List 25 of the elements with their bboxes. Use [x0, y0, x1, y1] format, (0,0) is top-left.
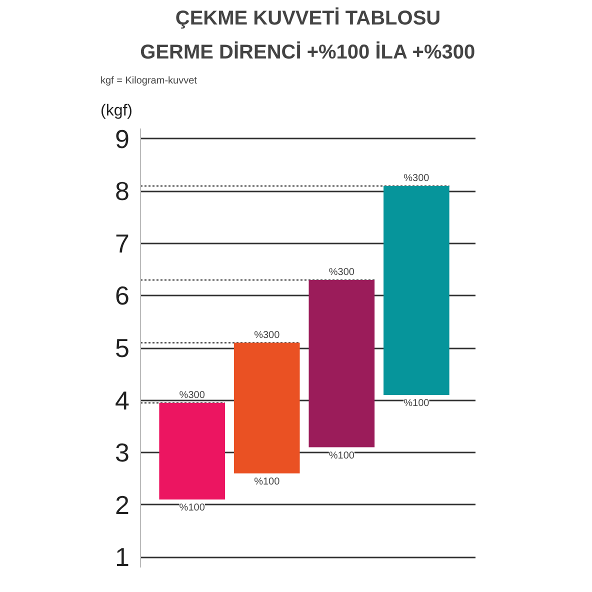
- y-tick-label: 7: [115, 228, 130, 258]
- y-tick-label: 9: [115, 124, 130, 154]
- annotation: %100: [404, 398, 430, 410]
- bar: [234, 342, 300, 474]
- y-tick-label: 8: [115, 176, 130, 206]
- y-tick-label: 4: [115, 385, 130, 416]
- annotation: %100: [179, 502, 206, 514]
- chart-subtitle: GERME DİRENCİ +%100 İLA +%300: [140, 40, 476, 64]
- y-tick-label: 2: [115, 490, 130, 520]
- bar: [159, 402, 225, 500]
- annotation: %300: [328, 267, 355, 278]
- y-tick-label: 5: [115, 333, 130, 363]
- y-tick-label: 1: [115, 542, 130, 572]
- bar: [384, 186, 450, 396]
- y-axis-title: (kgf): [100, 102, 132, 120]
- y-tick-label: 3: [115, 438, 130, 468]
- annotation: %100: [254, 476, 280, 488]
- annotation: %300: [254, 330, 280, 341]
- chart-title: ÇEKME KUVVETİ TABLOSU: [175, 6, 441, 30]
- annotation: %300: [179, 390, 206, 401]
- y-tick-label: 6: [115, 280, 130, 311]
- annotation: %100: [328, 450, 355, 462]
- annotation: %300: [404, 172, 430, 184]
- bar: [308, 280, 375, 448]
- text: kgf = Kilogram-kuvvet: [100, 76, 198, 86]
